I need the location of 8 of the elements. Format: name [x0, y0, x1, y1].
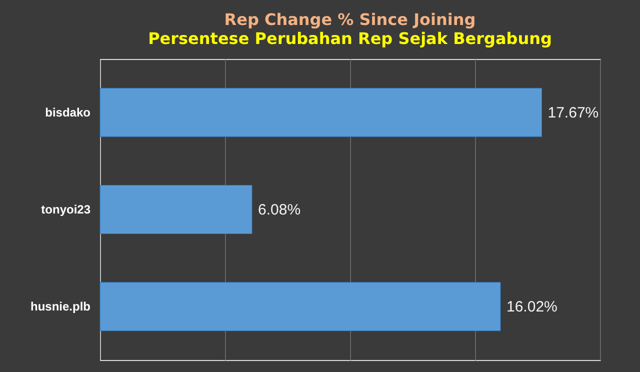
data-label: 17.67% — [548, 104, 599, 122]
y-tick-label: husnie.plb — [30, 300, 90, 314]
y-tick-label: tonyoi23 — [41, 202, 91, 216]
y-tick-label: bisdako — [45, 105, 90, 120]
chart-subtitle: Persentese Perubahan Rep Sejak Bergabung — [148, 29, 552, 48]
chart-title: Rep Change % Since Joining — [224, 10, 476, 29]
data-label: 6.08% — [258, 202, 301, 218]
data-label: 16.02% — [506, 298, 558, 316]
